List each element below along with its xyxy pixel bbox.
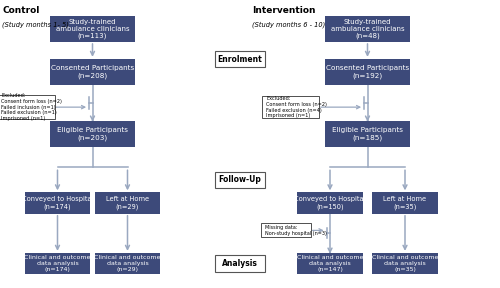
Text: Control: Control bbox=[2, 6, 40, 15]
Text: Study-trained
ambulance clinicians
(n=48): Study-trained ambulance clinicians (n=48… bbox=[330, 18, 404, 39]
FancyBboxPatch shape bbox=[372, 192, 438, 214]
FancyBboxPatch shape bbox=[262, 96, 320, 118]
Text: Analysis: Analysis bbox=[222, 259, 258, 268]
FancyBboxPatch shape bbox=[95, 192, 160, 214]
FancyBboxPatch shape bbox=[0, 95, 54, 119]
Text: Eligible Participants
(n=203): Eligible Participants (n=203) bbox=[57, 127, 128, 141]
Text: Study-trained
ambulance clinicians
(n=113): Study-trained ambulance clinicians (n=11… bbox=[56, 18, 130, 39]
Text: Clinical and outcome
data analysis
(n=29): Clinical and outcome data analysis (n=29… bbox=[94, 255, 160, 272]
Text: Missing data:
Non-study hospital (n=3): Missing data: Non-study hospital (n=3) bbox=[265, 225, 326, 236]
Text: Left at Home
(n=35): Left at Home (n=35) bbox=[384, 196, 426, 210]
FancyBboxPatch shape bbox=[50, 59, 135, 85]
Text: (Study months 6 - 10): (Study months 6 - 10) bbox=[252, 22, 326, 28]
FancyBboxPatch shape bbox=[50, 16, 135, 42]
Text: Eligible Participants
(n=185): Eligible Participants (n=185) bbox=[332, 127, 403, 141]
Text: Enrolment: Enrolment bbox=[218, 54, 262, 64]
FancyBboxPatch shape bbox=[297, 192, 363, 214]
FancyBboxPatch shape bbox=[325, 121, 410, 147]
FancyBboxPatch shape bbox=[215, 172, 265, 188]
Text: Consented Participants
(n=192): Consented Participants (n=192) bbox=[326, 65, 409, 79]
Text: Clinical and outcome
data analysis
(n=35): Clinical and outcome data analysis (n=35… bbox=[372, 255, 438, 272]
FancyBboxPatch shape bbox=[25, 192, 90, 214]
Text: Clinical and outcome
data analysis
(n=174): Clinical and outcome data analysis (n=17… bbox=[24, 255, 90, 272]
Text: Conveyed to Hospital
(n=150): Conveyed to Hospital (n=150) bbox=[294, 196, 366, 210]
FancyBboxPatch shape bbox=[95, 253, 160, 274]
FancyBboxPatch shape bbox=[25, 253, 90, 274]
FancyBboxPatch shape bbox=[325, 59, 410, 85]
FancyBboxPatch shape bbox=[297, 253, 363, 274]
Text: Follow-Up: Follow-Up bbox=[218, 175, 262, 185]
Text: Intervention: Intervention bbox=[252, 6, 316, 15]
Text: Excluded:
Consent form loss (n=2)
Failed exclusion (n=4)
Imprisoned (n=1): Excluded: Consent form loss (n=2) Failed… bbox=[266, 96, 328, 118]
FancyBboxPatch shape bbox=[325, 16, 410, 42]
Text: Excluded:
Consent form loss (n=2)
Failed inclusion (n=1)
Failed exclusion (n=1)
: Excluded: Consent form loss (n=2) Failed… bbox=[2, 93, 62, 121]
FancyBboxPatch shape bbox=[261, 223, 311, 237]
Text: Left at Home
(n=29): Left at Home (n=29) bbox=[106, 196, 149, 210]
Text: Conveyed to Hospital
(n=174): Conveyed to Hospital (n=174) bbox=[22, 196, 93, 210]
FancyBboxPatch shape bbox=[50, 121, 135, 147]
Text: Consented Participants
(n=208): Consented Participants (n=208) bbox=[51, 65, 134, 79]
FancyBboxPatch shape bbox=[215, 51, 265, 67]
Text: (Study months 1- 5): (Study months 1- 5) bbox=[2, 22, 70, 28]
FancyBboxPatch shape bbox=[215, 255, 265, 272]
Text: Clinical and outcome
data analysis
(n=147): Clinical and outcome data analysis (n=14… bbox=[297, 255, 363, 272]
FancyBboxPatch shape bbox=[372, 253, 438, 274]
